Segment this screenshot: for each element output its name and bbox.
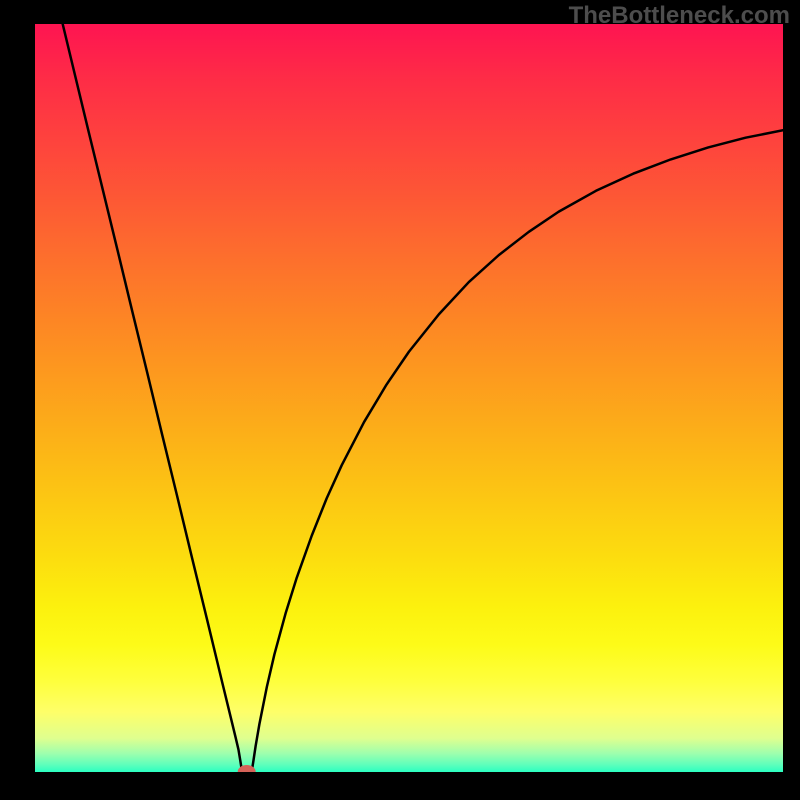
- chart-plot-area: [35, 24, 783, 772]
- gradient-background: [35, 24, 783, 772]
- attribution-label: TheBottleneck.com: [569, 2, 790, 30]
- chart-svg: [35, 24, 783, 772]
- chart-outer-frame: TheBottleneck.com: [0, 0, 800, 800]
